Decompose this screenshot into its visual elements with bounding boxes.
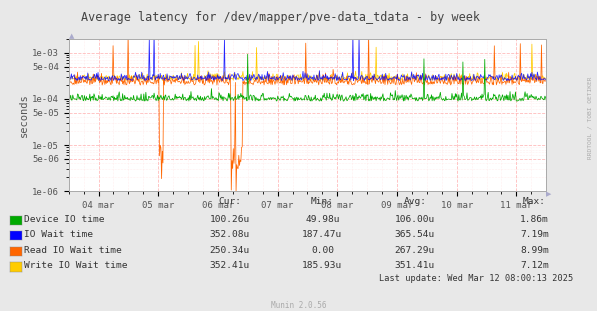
Y-axis label: seconds: seconds	[19, 93, 29, 137]
Text: 0.00: 0.00	[311, 246, 334, 255]
Text: Munin 2.0.56: Munin 2.0.56	[271, 301, 326, 310]
Text: Avg:: Avg:	[404, 197, 426, 206]
Text: 7.19m: 7.19m	[520, 230, 549, 239]
Text: 1.86m: 1.86m	[520, 215, 549, 224]
Text: ▲: ▲	[69, 33, 74, 39]
Text: Device IO time: Device IO time	[24, 215, 104, 224]
Text: 8.99m: 8.99m	[520, 246, 549, 255]
Text: 187.47u: 187.47u	[302, 230, 343, 239]
Text: 7.12m: 7.12m	[520, 262, 549, 270]
Text: 100.26u: 100.26u	[210, 215, 250, 224]
Text: Max:: Max:	[523, 197, 546, 206]
Text: 352.41u: 352.41u	[210, 262, 250, 270]
Text: 352.08u: 352.08u	[210, 230, 250, 239]
Text: Cur:: Cur:	[219, 197, 241, 206]
Text: 267.29u: 267.29u	[395, 246, 435, 255]
Text: 365.54u: 365.54u	[395, 230, 435, 239]
Text: Average latency for /dev/mapper/pve-data_tdata - by week: Average latency for /dev/mapper/pve-data…	[81, 11, 480, 24]
Text: 250.34u: 250.34u	[210, 246, 250, 255]
Text: 185.93u: 185.93u	[302, 262, 343, 270]
Text: 106.00u: 106.00u	[395, 215, 435, 224]
Text: Read IO Wait time: Read IO Wait time	[24, 246, 122, 255]
Text: Min:: Min:	[311, 197, 334, 206]
Text: RRDTOOL / TOBI OETIKER: RRDTOOL / TOBI OETIKER	[588, 77, 593, 160]
Text: Write IO Wait time: Write IO Wait time	[24, 262, 127, 270]
Text: 49.98u: 49.98u	[305, 215, 340, 224]
Text: Last update: Wed Mar 12 08:00:13 2025: Last update: Wed Mar 12 08:00:13 2025	[379, 274, 573, 283]
Text: 351.41u: 351.41u	[395, 262, 435, 270]
Text: ▶: ▶	[546, 191, 552, 197]
Text: IO Wait time: IO Wait time	[24, 230, 93, 239]
